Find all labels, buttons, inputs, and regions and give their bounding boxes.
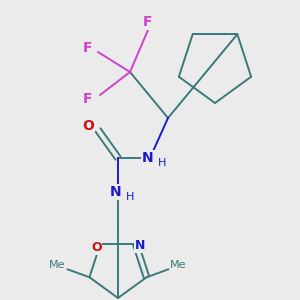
Text: Me: Me (49, 260, 66, 270)
Text: Me: Me (170, 260, 187, 270)
Text: F: F (83, 41, 93, 55)
Text: F: F (83, 92, 93, 106)
Text: N: N (142, 151, 154, 165)
Text: H: H (158, 158, 166, 168)
Text: F: F (143, 15, 153, 29)
Text: O: O (82, 119, 94, 133)
Text: H: H (126, 192, 134, 202)
Text: N: N (110, 185, 122, 199)
Text: N: N (134, 239, 145, 252)
Text: O: O (91, 241, 102, 254)
